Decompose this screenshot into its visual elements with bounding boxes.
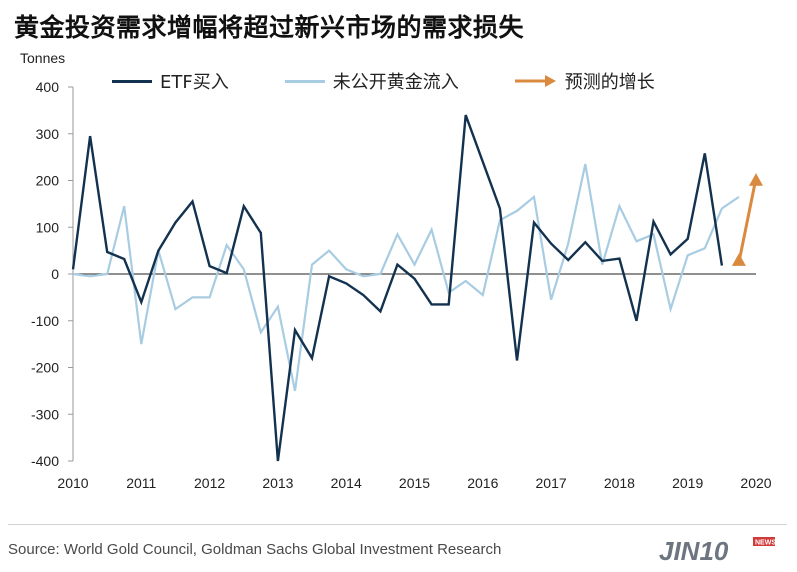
legend-label-otc: 未公开黄金流入 <box>332 72 459 93</box>
x-tick-label: 2012 <box>194 475 225 491</box>
forecast-marker-start <box>731 253 746 266</box>
x-tick-label: 2011 <box>126 475 156 491</box>
series-line-forecast <box>737 177 758 263</box>
jin10-logo: JIN10 NEWS <box>659 536 776 566</box>
legend-swatch-otc <box>284 79 325 83</box>
x-tick-label: 2015 <box>399 475 430 491</box>
y-tick-label: 0 <box>51 266 59 282</box>
series-line-etf <box>71 114 724 462</box>
y-tick-label: -100 <box>31 313 59 329</box>
y-tick-label: 300 <box>36 126 60 142</box>
y-tick-label: 400 <box>36 79 60 95</box>
x-tick-label: 2017 <box>536 475 567 491</box>
footer-divider <box>8 524 787 525</box>
legend-label-forecast: 预测的增长 <box>564 72 655 93</box>
y-tick-label: -300 <box>31 406 59 422</box>
legend-item-etf: ETF买入 <box>112 68 229 94</box>
legend-swatch-forecast-icon <box>514 75 556 87</box>
legend-label-etf: ETF买入 <box>160 72 229 93</box>
x-tick-label: 2013 <box>262 475 293 491</box>
svg-text:JIN10: JIN10 <box>659 536 729 566</box>
y-tick-label: -200 <box>31 360 59 376</box>
x-tick-label: 2016 <box>467 475 498 491</box>
series-line-otc <box>72 163 740 392</box>
x-tick-label: 2019 <box>672 475 703 491</box>
source-note: Source: World Gold Council, Goldman Sach… <box>8 541 502 558</box>
legend-item-otc: 未公开黄金流入 <box>284 68 459 94</box>
legend-item-forecast: 预测的增长 <box>514 68 655 94</box>
legend-swatch-etf <box>112 79 152 83</box>
x-tick-label: 2018 <box>604 475 635 491</box>
x-tick-label: 2020 <box>740 475 771 491</box>
y-tick-label: 100 <box>36 219 60 235</box>
y-axis-label: Tonnes <box>20 50 66 66</box>
forecast-marker-end <box>749 173 763 186</box>
x-tick-label: 2010 <box>57 475 88 491</box>
svg-text:NEWS: NEWS <box>755 540 776 547</box>
chart-title: 黄金投资需求增幅将超过新兴市场的需求损失 <box>14 13 525 42</box>
y-tick-label: 200 <box>36 173 60 189</box>
chart-legend: ETF买入 未公开黄金流入 预测的增长 <box>112 68 655 94</box>
x-tick-label: 2014 <box>331 475 362 491</box>
y-tick-label: -400 <box>31 453 59 469</box>
